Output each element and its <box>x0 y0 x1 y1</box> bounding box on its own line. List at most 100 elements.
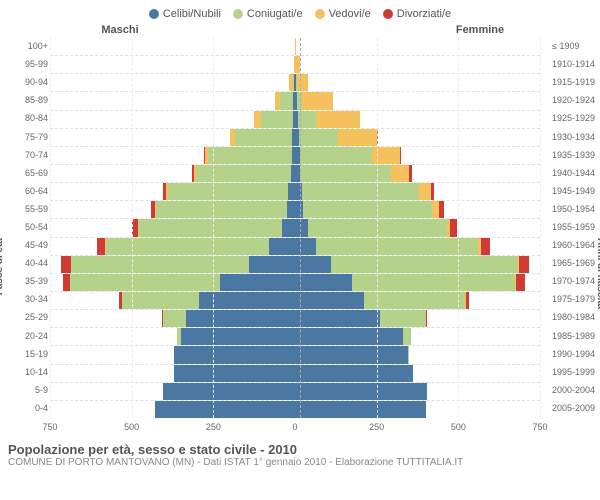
birth-label: 1935-1939 <box>552 151 598 160</box>
age-label: 70-74 <box>2 151 48 160</box>
x-tick: 750 <box>532 422 547 432</box>
female-bar <box>295 310 540 327</box>
age-label: 65-69 <box>2 169 48 178</box>
male-bar <box>50 346 295 363</box>
female-bar <box>295 183 540 200</box>
female-bar <box>295 328 540 345</box>
bar-segment <box>408 346 409 363</box>
legend-swatch <box>233 9 243 19</box>
male-bar <box>50 111 295 128</box>
female-header: Femmine <box>300 24 600 36</box>
bar-segment <box>168 183 289 200</box>
bar-segment <box>295 238 316 255</box>
bar-segment <box>450 219 457 236</box>
age-row <box>50 73 540 91</box>
bar-segment <box>419 183 430 200</box>
age-row <box>50 345 540 363</box>
male-bar <box>50 201 295 218</box>
bar-segment <box>287 201 295 218</box>
bar-segment <box>138 219 282 236</box>
birth-label: 1930-1934 <box>552 133 598 142</box>
age-label: 95-99 <box>2 60 48 69</box>
bar-segment <box>280 92 293 109</box>
bar-segment <box>71 256 249 273</box>
bar-segment <box>295 292 364 309</box>
male-bar <box>50 401 295 418</box>
age-row <box>50 364 540 382</box>
female-bar <box>295 56 540 73</box>
bar-segment <box>302 183 420 200</box>
bar-segment <box>282 219 295 236</box>
legend-swatch <box>383 9 393 19</box>
x-tick: 0 <box>292 422 297 432</box>
grid-line <box>132 38 133 418</box>
age-label: 5-9 <box>2 386 48 395</box>
bar-segment <box>316 111 360 128</box>
birth-label: 1970-1974 <box>552 277 598 286</box>
birth-label: 1910-1914 <box>552 60 598 69</box>
age-label: 10-14 <box>2 368 48 377</box>
birth-label: 2005-2009 <box>552 404 598 413</box>
bar-segment <box>295 38 296 55</box>
legend-label: Celibi/Nubili <box>163 8 221 20</box>
age-label: 30-34 <box>2 295 48 304</box>
birth-label: 1950-1954 <box>552 205 598 214</box>
grid-line <box>50 38 51 418</box>
age-row <box>50 291 540 309</box>
bar-segment <box>409 165 412 182</box>
birth-label: 1985-1989 <box>552 332 598 341</box>
birth-label: 1965-1969 <box>552 259 598 268</box>
x-axis: 7505002500250500750 <box>50 420 540 438</box>
male-bar <box>50 92 295 109</box>
chart-subtitle: COMUNE DI PORTO MANTOVANO (MN) - Dati IS… <box>8 457 592 468</box>
grid-line <box>540 38 541 418</box>
gender-headers: Maschi Femmine <box>0 24 600 36</box>
bar-segment <box>391 165 409 182</box>
bar-segment <box>208 147 291 164</box>
bar-segment <box>155 401 295 418</box>
bar-segment <box>186 310 295 327</box>
male-bar <box>50 74 295 91</box>
bar-segment <box>295 274 352 291</box>
bar-segment <box>106 238 269 255</box>
female-bar <box>295 74 540 91</box>
birth-label: 1995-1999 <box>552 368 598 377</box>
age-label: 0-4 <box>2 404 48 413</box>
age-row <box>50 309 540 327</box>
male-bar <box>50 310 295 327</box>
bar-segment <box>261 111 294 128</box>
birth-label: 1925-1929 <box>552 114 598 123</box>
female-bar <box>295 92 540 109</box>
age-row <box>50 182 540 200</box>
bar-segment <box>295 310 380 327</box>
female-bar <box>295 346 540 363</box>
bar-segment <box>300 147 372 164</box>
bar-segment <box>303 201 432 218</box>
male-bar <box>50 219 295 236</box>
male-bar <box>50 38 295 55</box>
chart-area: Fasce di età Anni di nascita 75050025002… <box>0 38 600 438</box>
birth-label: 1955-1959 <box>552 223 598 232</box>
bar-segment <box>466 292 470 309</box>
female-bar <box>295 111 540 128</box>
bar-segment <box>249 256 295 273</box>
age-row <box>50 55 540 73</box>
age-label: 35-39 <box>2 277 48 286</box>
female-bar <box>295 147 540 164</box>
bar-segment <box>481 238 490 255</box>
female-bar <box>295 129 540 146</box>
male-bar <box>50 256 295 273</box>
birth-label: 1980-1984 <box>552 313 598 322</box>
legend: Celibi/NubiliConiugati/eVedovi/eDivorzia… <box>0 0 600 24</box>
footer: Popolazione per età, sesso e stato civil… <box>0 438 600 468</box>
birth-label: 1920-1924 <box>552 96 598 105</box>
bar-segment <box>196 165 291 182</box>
bar-segment <box>220 274 295 291</box>
age-row <box>50 146 540 164</box>
legend-label: Coniugati/e <box>247 8 303 20</box>
male-bar <box>50 183 295 200</box>
female-bar <box>295 38 540 55</box>
female-bar <box>295 383 540 400</box>
birth-label: 1945-1949 <box>552 187 598 196</box>
male-header: Maschi <box>0 24 300 36</box>
